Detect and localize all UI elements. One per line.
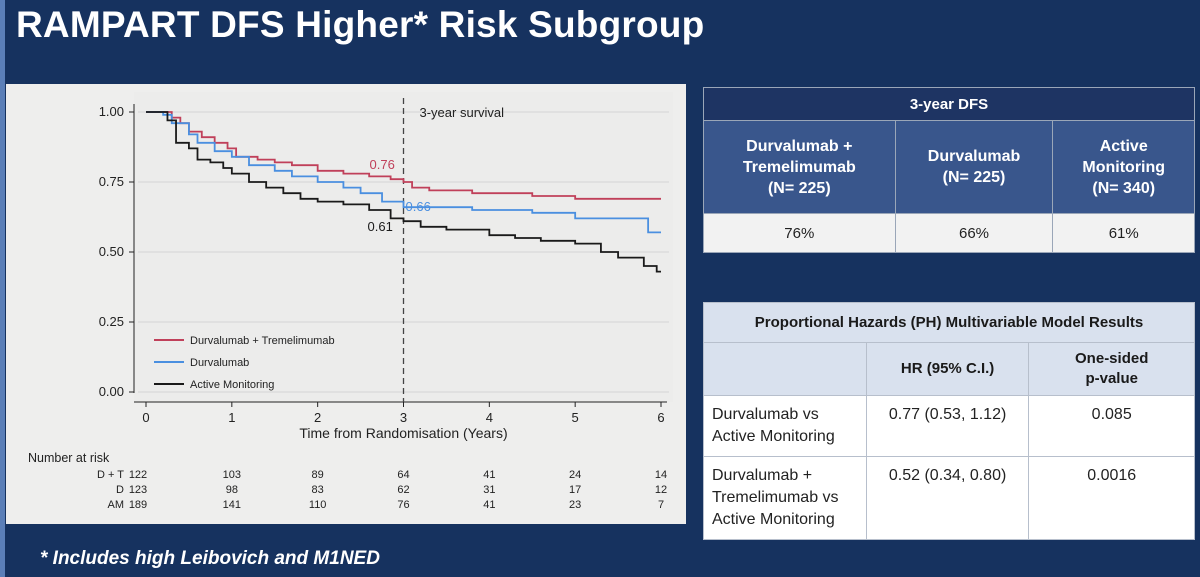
risk-value: 76 <box>397 499 409 511</box>
y-tick-label: 0.75 <box>99 174 124 189</box>
risk-value: 110 <box>309 499 327 511</box>
dfs-header-line: Tremelimumab <box>742 158 856 176</box>
risk-value: 123 <box>129 484 147 496</box>
dfs-header-line: Durvalumab + <box>746 137 853 155</box>
x-tick-label: 2 <box>314 410 321 425</box>
ph-label-line: Tremelimumab vs <box>712 489 839 506</box>
dfs-header-durvalumab: Durvalumab (N= 225) <box>894 120 1054 214</box>
risk-value: 31 <box>483 484 495 496</box>
dfs-header-line: (N= 225) <box>942 169 1006 186</box>
risk-row-label: AM <box>108 499 125 511</box>
risk-value: 14 <box>655 469 667 481</box>
dfs-header-line: Durvalumab <box>927 148 1021 165</box>
ph-header-line: One-sided <box>1075 350 1149 367</box>
ph-header-hr: HR (95% C.I.) <box>865 342 1030 396</box>
ph-header-blank <box>703 342 867 396</box>
km-curve-durvalumab <box>146 111 661 234</box>
risk-value: 24 <box>569 469 581 481</box>
risk-value: 103 <box>223 469 241 481</box>
dfs-header-line: (N= 340) <box>1092 179 1156 197</box>
risk-value: 89 <box>312 469 324 481</box>
x-axis-title: Time from Randomisation (Years) <box>299 425 507 441</box>
x-tick-label: 6 <box>657 410 664 425</box>
ph-label-line: Durvalumab vs <box>712 406 819 423</box>
dfs-value-active-monitoring: 61% <box>1052 213 1195 253</box>
risk-table-title: Number at risk <box>28 451 110 465</box>
ph-model-table: Proportional Hazards (PH) Multivariable … <box>703 302 1195 540</box>
risk-value: 41 <box>483 469 495 481</box>
ph-row-hr: 0.77 (0.53, 1.12) <box>865 395 1030 457</box>
ph-row-hr: 0.52 (0.34, 0.80) <box>865 456 1030 540</box>
x-tick-label: 5 <box>572 410 579 425</box>
ph-row-pvalue: 0.085 <box>1028 395 1195 457</box>
x-tick-label: 4 <box>486 410 493 425</box>
dfs-header-line: (N= 225) <box>767 179 831 197</box>
ph-header-line: p-value <box>1085 370 1138 387</box>
reference-line-label: 3-year survival <box>420 105 505 120</box>
y-tick-label: 0.50 <box>99 244 124 259</box>
risk-value: 83 <box>312 484 324 496</box>
dfs-table: 3-year DFS Durvalumab + Tremelimumab (N=… <box>703 87 1195 253</box>
risk-value: 64 <box>397 469 409 481</box>
y-tick-label: 0.00 <box>99 384 124 399</box>
risk-value: 12 <box>655 484 667 496</box>
km-curve-active-monitoring <box>146 111 661 273</box>
three-year-annotation: 0.61 <box>368 219 393 234</box>
risk-value: 98 <box>226 484 238 496</box>
slide-title: RAMPART DFS Higher* Risk Subgroup <box>16 4 705 45</box>
x-tick-label: 1 <box>228 410 235 425</box>
ph-label-line: Active Monitoring <box>712 428 835 445</box>
x-tick-label: 3 <box>400 410 407 425</box>
ph-row-pvalue: 0.0016 <box>1028 456 1195 540</box>
ph-row-label: Durvalumab + Tremelimumab vs Active Moni… <box>703 456 867 540</box>
x-tick-label: 0 <box>142 410 149 425</box>
dfs-header-line: Monitoring <box>1082 158 1166 176</box>
ph-label-line: Durvalumab + <box>712 467 813 484</box>
dfs-table-title: 3-year DFS <box>703 87 1195 121</box>
risk-row-label: D + T <box>97 469 124 481</box>
risk-value: 17 <box>569 484 581 496</box>
risk-row-label: D <box>116 484 124 496</box>
ph-label-line: Active Monitoring <box>712 511 835 528</box>
three-year-annotation: 0.76 <box>370 157 395 172</box>
legend-label: Durvalumab + Tremelimumab <box>190 335 335 347</box>
dfs-header-durva-treme: Durvalumab + Tremelimumab (N= 225) <box>703 120 896 214</box>
risk-value: 41 <box>483 499 495 511</box>
y-tick-label: 0.25 <box>99 314 124 329</box>
legend-label: Active Monitoring <box>190 379 274 391</box>
dfs-header-line: Active <box>1099 137 1148 155</box>
y-tick-label: 1.00 <box>99 104 124 119</box>
risk-value: 122 <box>129 469 147 481</box>
risk-value: 141 <box>223 499 241 511</box>
ph-header-pvalue: One-sided p-value <box>1028 342 1195 396</box>
risk-value: 189 <box>129 499 147 511</box>
three-year-annotation: 0.66 <box>406 199 431 214</box>
risk-value: 7 <box>658 499 664 511</box>
risk-value: 62 <box>397 484 409 496</box>
slide-left-accent <box>0 0 5 577</box>
ph-row-label: Durvalumab vs Active Monitoring <box>703 395 867 457</box>
risk-value: 23 <box>569 499 581 511</box>
dfs-value-durva-treme: 76% <box>703 213 896 253</box>
ph-table-title: Proportional Hazards (PH) Multivariable … <box>703 302 1195 343</box>
legend-label: Durvalumab <box>190 357 249 369</box>
km-chart-panel: 0.00 0.25 0.50 0.75 1.00 0 1 2 3 4 5 6 Time from Ran… <box>6 84 686 524</box>
dfs-value-durvalumab: 66% <box>894 213 1054 253</box>
dfs-header-active-monitoring: Active Monitoring (N= 340) <box>1052 120 1195 214</box>
footnote: * Includes high Leibovich and M1NED <box>40 548 380 569</box>
